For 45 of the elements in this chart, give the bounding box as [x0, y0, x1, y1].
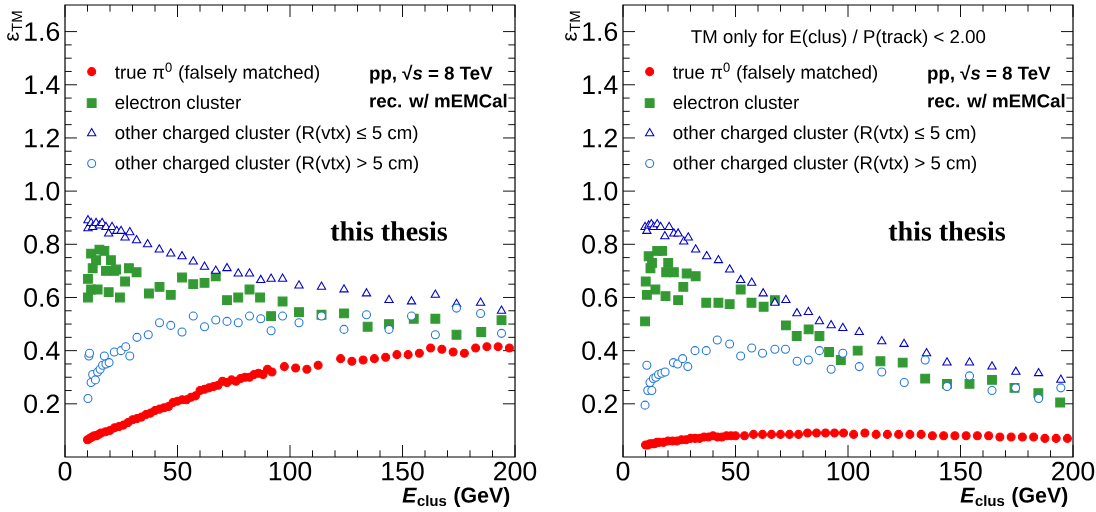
- y-tick-label: 1.0: [25, 181, 60, 201]
- x-tick-label: 200: [494, 461, 537, 481]
- annotation: this thesis: [888, 221, 1006, 241]
- x-axis-title: E$_{clus}$ (GeV): [960, 487, 1068, 507]
- x-tick-label: 200: [1052, 461, 1095, 481]
- legend-label: other charged cluster (R(vtx) ≤ 5 cm): [673, 125, 976, 143]
- x-tick-label: 100: [827, 461, 870, 481]
- y-tick-label: 0.8: [582, 234, 618, 254]
- y-tick-label: 0.2: [24, 394, 59, 414]
- annotation: pp, √s = 8 TeV: [370, 64, 493, 84]
- y-tick-label: 0.2: [582, 394, 617, 414]
- x-tick-label: 50: [163, 461, 192, 481]
- x-tick-label: 50: [721, 461, 750, 481]
- y-tick-label: 0.4: [24, 341, 60, 361]
- legend-label: other charged cluster (R(vtx) ≤ 5 cm): [115, 125, 418, 143]
- annotation: rec. w/ mEMCal: [370, 93, 507, 108]
- annotation: pp, √s = 8 TeV: [928, 64, 1051, 84]
- x-tick-label: 150: [382, 461, 424, 481]
- x-axis-title: E$_{clus}$ (GeV): [402, 487, 510, 507]
- legend-label: electron cluster: [673, 95, 799, 110]
- y-tick-label: 1.4: [25, 75, 60, 94]
- x-tick-label: 0: [58, 461, 72, 481]
- y-tick-label: 1.2: [25, 128, 59, 148]
- x-tick-label: 150: [940, 461, 982, 481]
- y-tick-label: 0.6: [582, 288, 618, 307]
- y-tick-label: 1.2: [583, 128, 617, 148]
- y-tick-label: 0.4: [582, 341, 618, 361]
- legend-label: true π$^{0}$ (falsely matched): [673, 62, 878, 83]
- y-tick-label: 1.4: [583, 75, 618, 94]
- y-tick-label: 1.6: [25, 22, 60, 42]
- y-axis-title: ε$_{TM}$: [565, 11, 581, 41]
- y-axis-title: ε$_{TM}$: [7, 11, 23, 41]
- y-tick-label: 1.6: [583, 22, 618, 42]
- annotation: rec. w/ mEMCal: [928, 93, 1065, 108]
- y-tick-label: 0.6: [24, 288, 60, 307]
- legend-label: true π$^{0}$ (falsely matched): [115, 62, 320, 83]
- legend-label: other charged cluster (R(vtx) > 5 cm): [673, 155, 976, 174]
- y-tick-label: 1.0: [583, 181, 618, 201]
- annotation: TM only for E(clus) / P(track) < 2.00: [691, 29, 986, 47]
- legend-label: other charged cluster (R(vtx) > 5 cm): [115, 155, 418, 174]
- y-tick-label: 0.8: [24, 234, 60, 254]
- legend-label: electron cluster: [115, 95, 241, 110]
- annotation: this thesis: [330, 221, 448, 241]
- x-tick-label: 0: [616, 461, 630, 481]
- x-tick-label: 100: [269, 461, 312, 481]
